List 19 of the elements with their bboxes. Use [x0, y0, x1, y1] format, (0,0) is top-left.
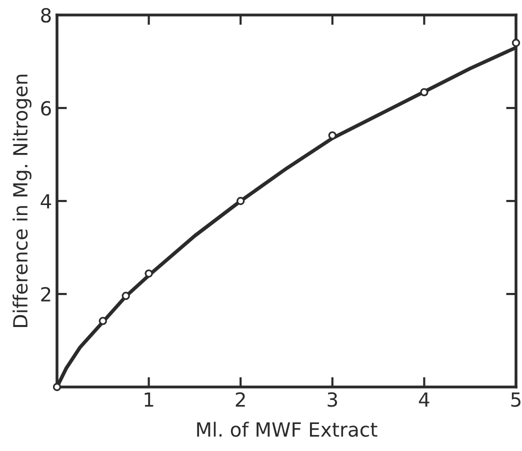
y-tick-label: 6	[41, 100, 51, 116]
y-tick-label: 4	[40, 194, 52, 208]
x-axis-title: Ml. of MWF Extract	[197, 422, 378, 437]
point	[98, 316, 107, 326]
x-tick-label: 5	[511, 392, 520, 407]
point	[512, 38, 520, 47]
y-tick-label: 8	[41, 8, 51, 23]
point	[52, 382, 62, 392]
y-tick-label: 2	[41, 286, 50, 302]
point	[420, 88, 428, 96]
point	[328, 131, 336, 140]
x-tick-label: 2	[236, 392, 245, 407]
point	[236, 196, 245, 206]
x-tick-label: 3	[328, 392, 338, 407]
y-axis-title: Difference in Mg. Nitrogen	[12, 74, 32, 327]
point	[144, 269, 153, 278]
x-tick-label: 4	[418, 392, 430, 407]
point	[122, 292, 130, 300]
x-tick-label: 1	[144, 392, 154, 407]
